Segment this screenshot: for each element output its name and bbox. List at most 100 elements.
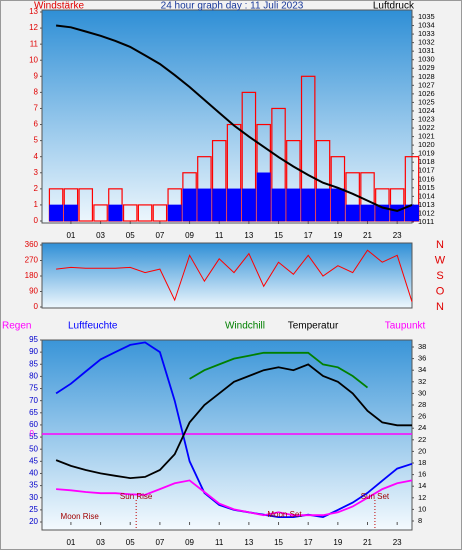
- y2-tick-label: 24: [418, 423, 426, 432]
- y-tick-label: 1: [34, 200, 39, 209]
- y2-tick-label: 1025: [418, 97, 435, 106]
- x-tick-label: 17: [304, 231, 313, 240]
- y-tick-label: 3: [34, 168, 39, 177]
- y2-tick-label: 1011: [418, 217, 434, 226]
- gust-bar: [93, 204, 108, 222]
- series-line: [189, 351, 369, 389]
- wind-bar: [241, 188, 256, 222]
- y2-tick-label: 1026: [418, 89, 435, 98]
- panel-temperature: [41, 339, 413, 531]
- y2-tick-label: 36: [418, 354, 426, 363]
- y-tick-label: 40: [29, 469, 38, 478]
- y2-tick-label: N: [436, 239, 444, 251]
- y2-tick-label: 28: [418, 400, 426, 409]
- y-tick-label: 11: [30, 39, 39, 48]
- wind-bar: [212, 188, 227, 222]
- y2-tick-label: 18: [418, 458, 426, 467]
- series-line: [56, 249, 413, 302]
- y2-tick-label: 14: [418, 481, 426, 490]
- y-tick-label: 45: [29, 456, 38, 465]
- event-label: Moon Set: [267, 510, 302, 519]
- x-tick-label: 23: [393, 538, 402, 547]
- x-tick-label: 05: [126, 538, 135, 547]
- y-tick-label: 50: [29, 444, 38, 453]
- y-tick-label: 13: [29, 7, 38, 16]
- y-tick-label: 7: [34, 104, 39, 113]
- event-label: Moon Rise: [61, 512, 100, 521]
- y-tick-label: 20: [29, 517, 38, 526]
- y2-tick-label: 20: [418, 446, 426, 455]
- x-tick-label: 13: [244, 231, 253, 240]
- y-tick-label: 12: [29, 23, 38, 32]
- y-tick-label: 35: [29, 481, 38, 490]
- x-tick-label: 05: [126, 231, 135, 240]
- x-tick-label: 23: [393, 231, 402, 240]
- x-tick-label: 09: [185, 538, 194, 547]
- y2-tick-label: 10: [418, 504, 426, 513]
- y2-tick-label: 1035: [418, 12, 435, 21]
- x-tick-label: 07: [155, 231, 164, 240]
- y2-tick-label: 12: [418, 493, 426, 502]
- wind-bar: [108, 204, 123, 222]
- y-tick-label: 0: [34, 216, 39, 225]
- wind-bar: [256, 172, 271, 222]
- y2-tick-label: 1024: [418, 106, 435, 115]
- rain-tick-label: 0: [30, 429, 35, 438]
- y2-tick-label: 1013: [418, 200, 435, 209]
- wind-bar: [286, 188, 301, 222]
- x-tick-label: 15: [274, 538, 283, 547]
- x-tick-label: 21: [363, 231, 372, 240]
- y2-tick-label: 1032: [418, 38, 435, 47]
- y2-tick-label: 34: [418, 365, 426, 374]
- y-tick-label: 25: [29, 505, 38, 514]
- y-tick-label: 9: [34, 71, 39, 80]
- y-tick-label: 5: [34, 136, 39, 145]
- x-tick-label: 09: [185, 231, 194, 240]
- y-tick-label: 8: [34, 87, 39, 96]
- y2-tick-label: 1034: [418, 21, 435, 30]
- y2-tick-label: 16: [418, 470, 426, 479]
- y2-tick-label: W: [435, 254, 446, 266]
- wind-bar: [316, 188, 330, 222]
- x-tick-label: 07: [155, 538, 164, 547]
- wind-bar: [182, 188, 197, 222]
- y2-tick-label: 26: [418, 412, 426, 421]
- wind-bar: [167, 204, 182, 222]
- series-line: [56, 479, 413, 517]
- y-tick-label: 6: [34, 120, 39, 129]
- y2-tick-label: 1020: [418, 140, 435, 149]
- y2-tick-label: 8: [418, 516, 422, 525]
- wind-bar: [330, 188, 345, 222]
- wind-bar: [390, 204, 405, 222]
- y2-tick-label: 1029: [418, 63, 435, 72]
- wind-bar: [345, 204, 360, 222]
- y2-tick-label: 22: [418, 435, 426, 444]
- y2-tick-label: N: [436, 301, 444, 313]
- y2-tick-label: 1021: [418, 132, 435, 141]
- title: 24 hour graph day : 11 Juli 2023: [161, 1, 304, 12]
- y2-tick-label: 1030: [418, 55, 435, 64]
- y-tick-label: 65: [29, 408, 38, 417]
- x-tick-label: 03: [96, 231, 105, 240]
- y-tick-label: 80: [29, 372, 38, 381]
- y2-tick-label: 1022: [418, 123, 435, 132]
- x-tick-label: 19: [333, 538, 342, 547]
- y-tick-label: 270: [25, 256, 39, 265]
- y2-tick-label: 1018: [418, 157, 435, 166]
- wind-bar: [63, 204, 78, 222]
- y-tick-label: 2: [34, 184, 39, 193]
- wind-bar: [271, 188, 286, 222]
- y2-tick-label: 32: [418, 377, 426, 386]
- x-tick-label: 21: [363, 538, 372, 547]
- x-tick-label: 03: [96, 538, 105, 547]
- y-tick-label: 90: [29, 287, 38, 296]
- gust-bar: [152, 204, 168, 222]
- legend-entry: Taupunkt: [385, 321, 426, 332]
- wind-bar: [227, 188, 241, 222]
- legend-entry: Windchill: [225, 321, 265, 332]
- y2-tick-label: O: [436, 285, 445, 297]
- y2-tick-label: 30: [418, 388, 426, 397]
- x-tick-label: 17: [304, 538, 313, 547]
- event-label: Sun Rise: [120, 492, 153, 501]
- y2-tick-label: 1015: [418, 183, 435, 192]
